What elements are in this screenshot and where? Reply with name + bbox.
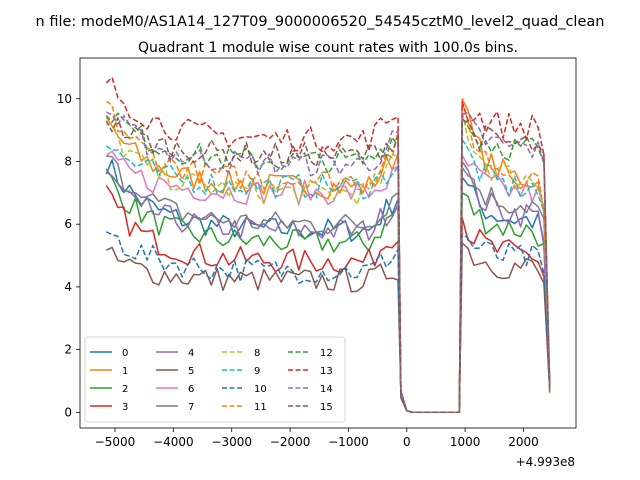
y-tick-label: 8 — [64, 154, 72, 168]
legend-label-7: 7 — [188, 402, 194, 413]
legend-label-11: 11 — [254, 402, 267, 413]
x-tick-label: −1000 — [328, 435, 369, 449]
x-tick-label: −5000 — [95, 435, 136, 449]
series-line-15 — [105, 117, 551, 414]
legend-label-13: 13 — [320, 366, 333, 377]
legend-label-12: 12 — [320, 348, 333, 359]
series-line-10 — [105, 231, 551, 414]
x-tick-label: 2000 — [508, 435, 539, 449]
series-line-14 — [105, 111, 551, 414]
x-tick-label: −2000 — [270, 435, 311, 449]
legend-label-3: 3 — [122, 402, 128, 413]
x-tick-label: −4000 — [153, 435, 194, 449]
series-line-9 — [105, 138, 551, 414]
x-tick-label: −3000 — [211, 435, 252, 449]
series-line-3 — [105, 185, 551, 414]
series-line-5 — [105, 242, 551, 414]
series-line-13 — [105, 76, 551, 414]
y-tick-label: 2 — [64, 343, 72, 357]
legend-label-1: 1 — [122, 366, 128, 377]
y-tick-label: 6 — [64, 217, 72, 231]
series-line-11 — [105, 100, 551, 414]
x-tick-label: 0 — [403, 435, 411, 449]
x-tick-label: 1000 — [450, 435, 481, 449]
legend-label-15: 15 — [320, 402, 333, 413]
legend-label-9: 9 — [254, 366, 260, 377]
plot-lines — [105, 76, 551, 414]
y-tick-label: 10 — [57, 92, 72, 106]
series-line-7 — [106, 155, 551, 414]
legend-label-0: 0 — [122, 348, 128, 359]
series-line-2 — [105, 168, 551, 414]
legend-label-4: 4 — [188, 348, 194, 359]
axes-frame — [79, 57, 577, 429]
y-tick-label: 4 — [64, 280, 72, 294]
x-axis-offset-label: +4.993e8 — [516, 455, 575, 469]
legend-label-2: 2 — [122, 384, 128, 395]
legend-label-8: 8 — [254, 348, 260, 359]
figure-suptitle: n file: modeM0/AS1A14_127T09_9000006520_… — [36, 14, 605, 30]
chart-title: Quadrant 1 module wise count rates with … — [138, 40, 518, 56]
series-line-12 — [105, 112, 551, 414]
series-line-8 — [106, 110, 551, 414]
legend-label-14: 14 — [320, 384, 333, 395]
series-line-0 — [105, 159, 551, 414]
legend-label-10: 10 — [254, 384, 267, 395]
x-axis: −5000 −4000 −3000 −2000 −1000 0 1000 2000 — [95, 428, 539, 449]
series-line-4 — [105, 166, 551, 414]
legend-label-6: 6 — [188, 384, 194, 395]
legend-label-5: 5 — [188, 366, 194, 377]
y-tick-label: 0 — [64, 405, 72, 419]
y-axis: 0 2 4 6 8 10 — [57, 92, 80, 419]
legend-box — [84, 336, 346, 423]
